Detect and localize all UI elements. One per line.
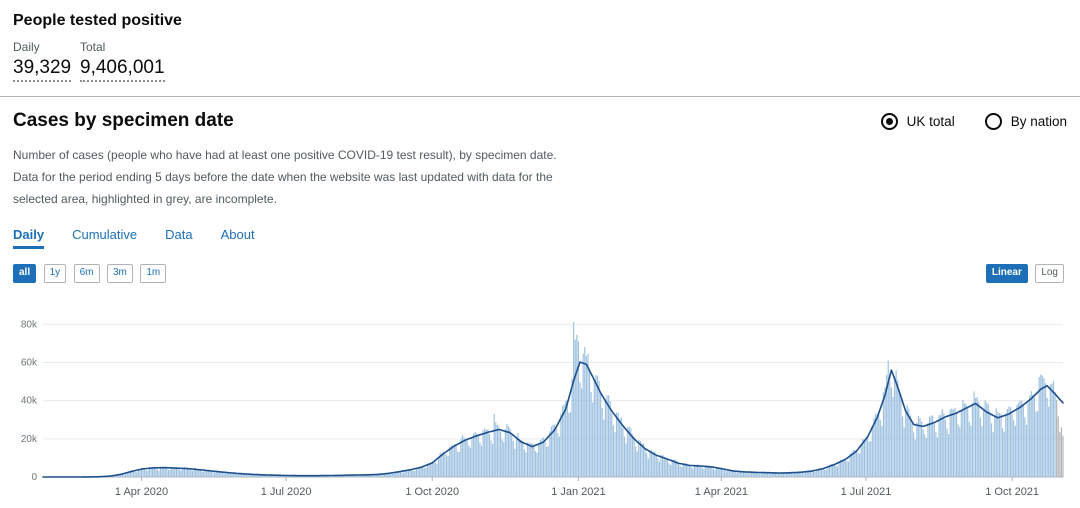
section-divider bbox=[0, 96, 1080, 97]
svg-text:1 Oct 2021: 1 Oct 2021 bbox=[985, 486, 1039, 498]
metric-daily: Daily 39,329 bbox=[13, 40, 80, 82]
radio-by-nation-label: By nation bbox=[1011, 114, 1067, 129]
scale-log-button[interactable]: Log bbox=[1035, 264, 1064, 283]
range-all-button[interactable]: all bbox=[13, 264, 36, 283]
radio-uk-total[interactable]: UK total bbox=[881, 113, 955, 130]
tab-daily[interactable]: Daily bbox=[13, 227, 44, 249]
metric-total-label: Total bbox=[80, 40, 165, 54]
metric-total: Total 9,406,001 bbox=[80, 40, 165, 82]
svg-text:80k: 80k bbox=[21, 319, 38, 330]
x-axis-labels: 1 Apr 2020 1 Jul 2020 1 Oct 2020 1 Jan 2021… bbox=[115, 477, 1039, 498]
cases-chart[interactable]: 1 Apr 2020 1 Jul 2020 1 Oct 2020 1 Jan 2021… bbox=[13, 289, 1067, 508]
radio-uk-total-label: UK total bbox=[907, 114, 955, 129]
range-3m-button[interactable]: 3m bbox=[107, 264, 133, 283]
cases-chart-svg[interactable]: 1 Apr 2020 1 Jul 2020 1 Oct 2020 1 Jan 2021… bbox=[13, 289, 1069, 503]
tabs: Daily Cumulative Data About bbox=[13, 227, 1067, 249]
section-description: Number of cases (people who have had at … bbox=[13, 144, 561, 211]
summary-section: People tested positive Daily 39,329 Tota… bbox=[13, 12, 1067, 82]
tab-about[interactable]: About bbox=[221, 227, 255, 249]
svg-text:1 Jul 2021: 1 Jul 2021 bbox=[841, 486, 892, 498]
svg-text:1 Jul 2020: 1 Jul 2020 bbox=[261, 486, 312, 498]
radio-by-nation[interactable]: By nation bbox=[985, 113, 1067, 130]
cases-header: Cases by specimen date UK total By natio… bbox=[13, 110, 1067, 132]
svg-text:1 Apr 2021: 1 Apr 2021 bbox=[695, 486, 748, 498]
section-heading: Cases by specimen date bbox=[13, 110, 234, 132]
svg-text:60k: 60k bbox=[21, 357, 38, 368]
range-1m-button[interactable]: 1m bbox=[140, 264, 166, 283]
y-axis-labels: 0 20k 40k 60k 80k bbox=[21, 319, 38, 483]
summary-metrics: Daily 39,329 Total 9,406,001 bbox=[13, 40, 1067, 82]
svg-text:1 Jan 2021: 1 Jan 2021 bbox=[551, 486, 605, 498]
svg-text:1 Apr 2020: 1 Apr 2020 bbox=[115, 486, 168, 498]
radio-selected-icon[interactable] bbox=[881, 113, 898, 130]
tab-cumulative[interactable]: Cumulative bbox=[72, 227, 137, 249]
range-1y-button[interactable]: 1y bbox=[44, 264, 67, 283]
metric-daily-label: Daily bbox=[13, 40, 80, 54]
range-selector: all 1y 6m 3m 1m bbox=[13, 262, 169, 283]
range-6m-button[interactable]: 6m bbox=[74, 264, 100, 283]
scale-selector: Linear Log bbox=[986, 262, 1067, 283]
metric-total-value[interactable]: 9,406,001 bbox=[80, 57, 165, 82]
svg-text:0: 0 bbox=[31, 472, 37, 483]
svg-text:20k: 20k bbox=[21, 433, 38, 444]
cases-section: Cases by specimen date UK total By natio… bbox=[13, 110, 1067, 508]
metric-daily-value[interactable]: 39,329 bbox=[13, 57, 71, 82]
radio-unselected-icon[interactable] bbox=[985, 113, 1002, 130]
chart-controls: all 1y 6m 3m 1m Linear Log bbox=[13, 262, 1067, 283]
svg-text:1 Oct 2020: 1 Oct 2020 bbox=[405, 486, 459, 498]
scale-linear-button[interactable]: Linear bbox=[986, 264, 1028, 283]
tab-data[interactable]: Data bbox=[165, 227, 192, 249]
daily-cases-bars bbox=[95, 322, 1064, 477]
svg-text:40k: 40k bbox=[21, 395, 38, 406]
summary-title: People tested positive bbox=[13, 12, 1067, 30]
area-toggle: UK total By nation bbox=[881, 113, 1067, 130]
